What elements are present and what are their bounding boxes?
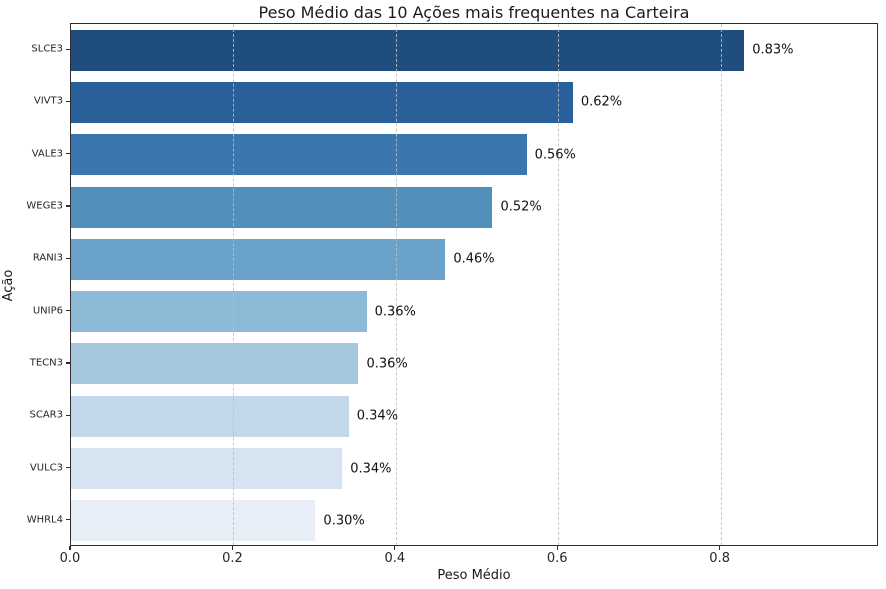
bar-value-label: 0.56%: [534, 147, 576, 163]
y-tick-mark: [66, 414, 70, 416]
y-tick-label: TECN3: [29, 357, 63, 369]
x-tick-mark: [719, 546, 721, 550]
bar-vivt3: [71, 81, 573, 123]
bar-tecn3: [71, 343, 359, 385]
bar-scar3: [71, 395, 349, 437]
bar-value-label: 0.83%: [752, 42, 794, 58]
y-tick-label: RANI3: [32, 252, 63, 264]
x-tick-label: 0.6: [546, 551, 568, 566]
bar-value-label: 0.46%: [453, 251, 495, 267]
gridline: [395, 24, 397, 545]
bar-slce3: [71, 29, 745, 71]
y-tick-mark: [66, 153, 70, 155]
bar-value-label: 0.30%: [323, 513, 365, 529]
bar-vale3: [71, 134, 527, 176]
y-tick-label: UNIP6: [32, 305, 63, 317]
bar-wege3: [71, 186, 493, 228]
bar-value-label: 0.34%: [356, 408, 399, 424]
y-tick-mark: [66, 100, 70, 103]
y-tick-mark: [66, 519, 70, 521]
chart-title: Peso Médio das 10 Ações mais frequentes …: [258, 3, 690, 22]
y-tick-mark: [66, 310, 70, 312]
y-tick-mark: [66, 48, 70, 50]
x-tick-label: 0.4: [384, 551, 406, 566]
y-tick-mark: [66, 362, 70, 364]
y-tick-mark: [66, 257, 70, 259]
x-tick-label: 0.0: [59, 551, 81, 566]
y-tick-mark: [66, 466, 70, 469]
bar-unip6: [71, 291, 367, 333]
y-tick-mark: [66, 205, 70, 207]
x-tick-mark: [69, 546, 71, 550]
x-tick-label: 0.2: [222, 551, 243, 566]
y-tick-label: VALE3: [31, 148, 63, 160]
bar-value-label: 0.62%: [580, 94, 623, 110]
bar-whrl4: [71, 500, 316, 542]
bar-rani3: [71, 238, 446, 280]
plot-area: 0.83% 0.62% 0.56% 0.52% 0.46% 0.36% 0.36% 0.34%…: [70, 23, 878, 546]
x-axis-label: Peso Médio: [437, 568, 511, 583]
x-tick-mark: [556, 546, 558, 550]
y-tick-label: WEGE3: [26, 200, 63, 212]
gridline: [720, 24, 722, 545]
gridline: [233, 24, 235, 545]
bar-vulc3: [71, 448, 343, 490]
y-tick-label: VIVT3: [33, 95, 63, 107]
bar-value-label: 0.34%: [350, 461, 392, 477]
bar-value-label: 0.52%: [500, 199, 542, 215]
y-tick-label: SLCE3: [31, 43, 63, 55]
y-tick-label: SCAR3: [29, 409, 63, 421]
gridline: [558, 24, 560, 545]
y-tick-label: VULC3: [29, 462, 63, 474]
x-tick-label: 0.8: [709, 551, 730, 566]
x-tick-mark: [394, 546, 396, 550]
y-tick-label: WHRL4: [26, 514, 63, 526]
bar-value-label: 0.36%: [374, 304, 416, 320]
bar-value-label: 0.36%: [366, 356, 408, 372]
x-tick-mark: [231, 546, 233, 550]
